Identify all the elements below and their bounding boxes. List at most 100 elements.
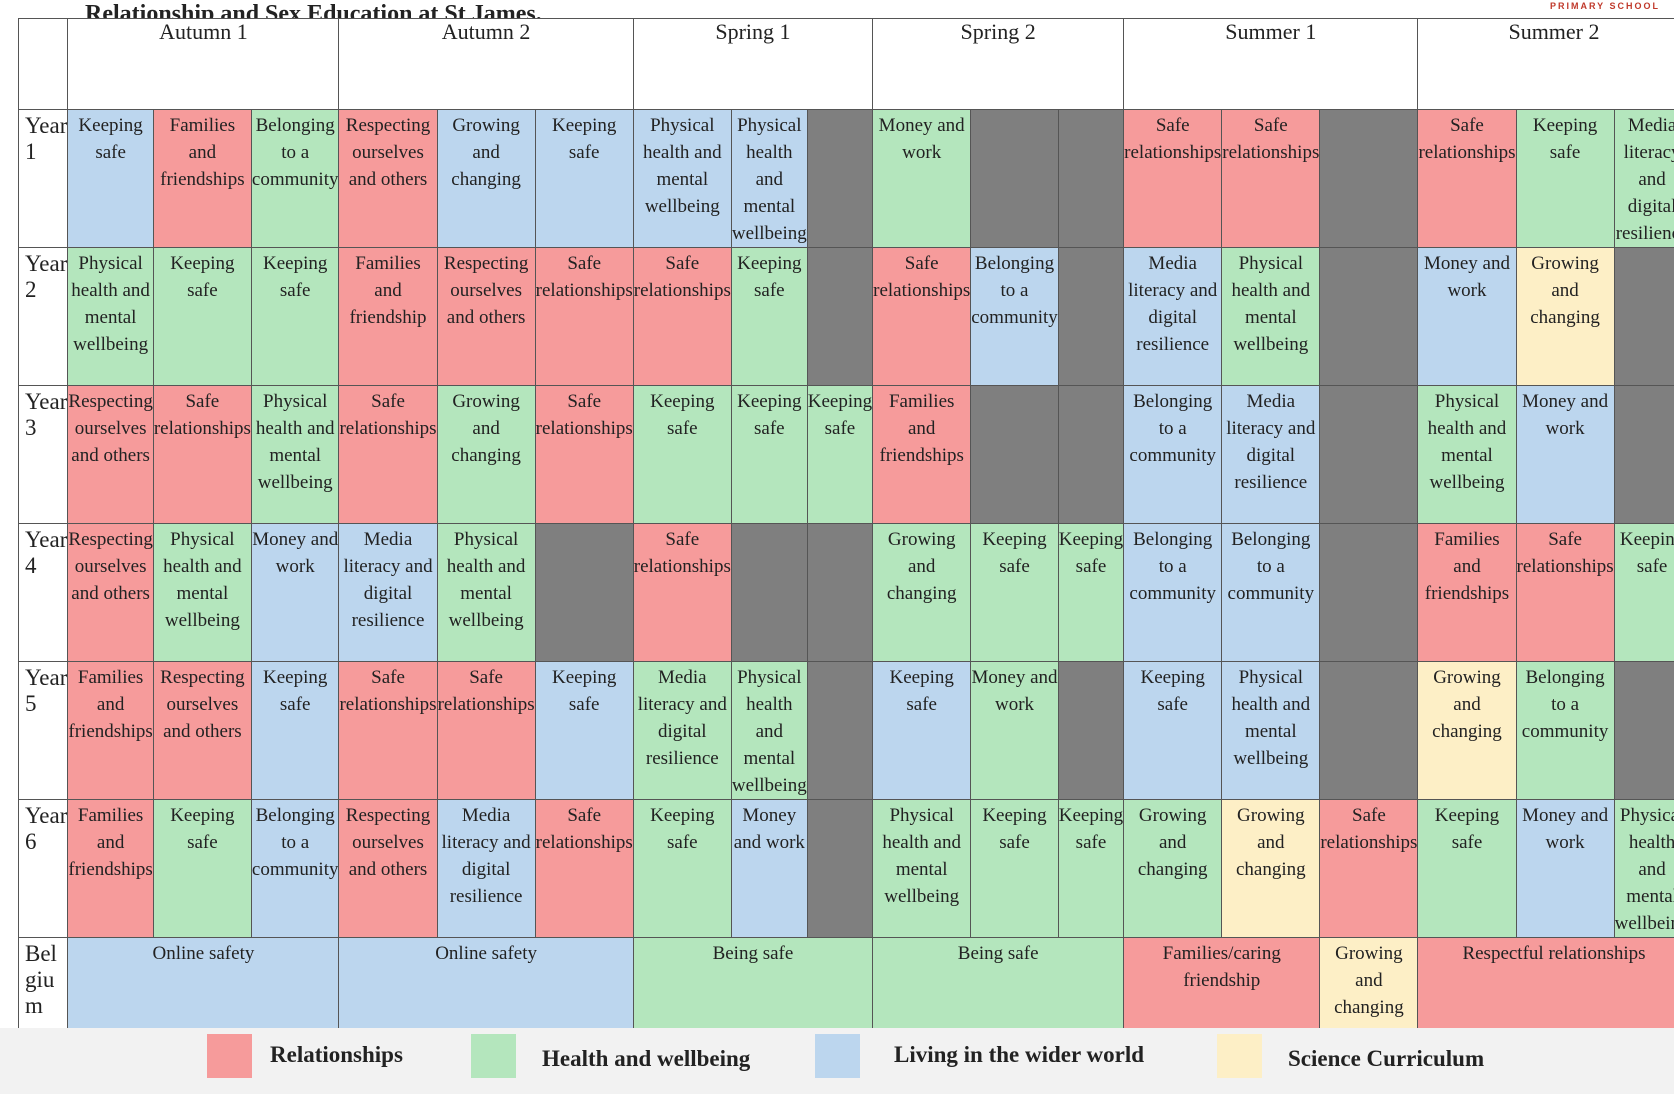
topic-cell: Money and work [872,109,972,248]
blank-cell [1319,247,1419,386]
legend: Relationships Health and wellbeing Livin… [0,1028,1674,1094]
topic-cell: Media literacy and digital resilience [1221,385,1321,524]
year-label: Year 3 [17,385,69,524]
topic-cell: Safe relationships [1221,109,1321,248]
topic-cell: Physical health and mental wellbeing [730,661,808,800]
term-autumn-2: Autumn 2 [338,18,634,110]
year-row: Year 5 Families and friendships Respecting… [17,661,1674,800]
topic-cell: Families and friendships [152,109,252,248]
topic-cell: Safe relationships [436,661,536,800]
legend-label-relationships: Relationships [270,1042,403,1067]
topic-cell: Keeping safe [67,109,154,248]
topic-cell: Keeping safe [152,799,252,938]
topic-cell: Keeping safe [1613,523,1674,662]
topic-cell: Families and friendships [67,661,154,800]
topic-cell: Media literacy and digital resilience [436,799,536,938]
legend-label-wider-world: Living in the wider world [894,1042,1145,1067]
blank-cell [1319,385,1419,524]
legend-label-health: Health and wellbeing [542,1046,751,1071]
topic-cell: Respecting ourselves and others [436,247,536,386]
topic-cell: Keeping safe [1057,523,1125,662]
blank-cell [1057,385,1125,524]
topic-cell: Money and work [730,799,808,938]
topic-cell: Respecting ourselves and others [67,385,154,524]
topic-cell: Money and work [1515,385,1615,524]
topic-cell: Keeping safe [872,661,972,800]
topic-cell: Safe relationships [1417,109,1517,248]
term-spring-2: Spring 2 [872,18,1125,110]
topic-cell: Belonging to a community [250,109,340,248]
topic-cell: Belonging to a community [1515,661,1615,800]
blank-cell [970,385,1059,524]
topic-cell: Keeping safe [1123,661,1223,800]
blank-cell [1319,661,1419,800]
year-row: Year 2 Physical health and mental wellbei… [17,247,1674,386]
topic-cell: Money and work [1515,799,1615,938]
year-row: Year 3 Respecting ourselves and others Saf… [17,385,1674,524]
topic-cell: Belonging to a community [1221,523,1321,662]
school-brand: PRIMARY SCHOOL [1549,1,1660,11]
topic-cell: Safe relationships [534,385,634,524]
topic-cell: Safe relationships [534,247,634,386]
year-label: Year 2 [17,247,69,386]
topic-cell: Safe relationships [1319,799,1419,938]
topic-cell: Physical health and mental wellbeing [1417,385,1517,524]
topic-cell: Physical health and mental wellbeing [250,385,340,524]
blank-cell [730,523,808,662]
topic-cell: Families and friendships [67,799,154,938]
topic-cell: Money and work [970,661,1059,800]
topic-cell: Safe relationships [1515,523,1615,662]
legend-swatch-relationships [207,1034,252,1078]
topic-cell: Keeping safe [970,799,1059,938]
term-summer-1: Summer 1 [1123,18,1419,110]
topic-cell: Growing and changing [872,523,972,662]
topic-cell: Keeping safe [1417,799,1517,938]
blank-cell [970,109,1059,248]
topic-cell: Media literacy and digital resilience [338,523,438,662]
blank-cell [806,661,874,800]
blank-cell [1613,661,1674,800]
term-header-row: Autumn 1 Autumn 2 Spring 1 Spring 2 Summ… [17,18,1674,110]
blank-cell [534,523,634,662]
term-autumn-1: Autumn 1 [67,18,340,110]
topic-cell: Physical health and mental wellbeing [436,523,536,662]
topic-cell: Keeping safe [970,523,1059,662]
blank-cell [806,109,874,248]
topic-cell: Physical health and mental wellbeing [1221,247,1321,386]
topic-cell: Physical health and mental wellbeing [730,109,808,248]
year-row: Year 4 Respecting ourselves and others Phy… [17,523,1674,662]
corner-cell [17,18,69,110]
legend-swatch-health [471,1034,516,1078]
blank-cell [806,799,874,938]
term-summer-2: Summer 2 [1417,18,1674,110]
year-label: Year 6 [17,799,69,938]
blank-cell [1319,523,1419,662]
year-label: Year 1 [17,109,69,248]
topic-cell: Families and friendships [872,385,972,524]
topic-cell: Belonging to a community [970,247,1059,386]
topic-cell: Physical health and mental wellbeing [1221,661,1321,800]
topic-cell: Physical health and mental wellbeing [67,247,154,386]
topic-cell: Families and friendship [338,247,438,386]
term-spring-1: Spring 1 [632,18,874,110]
topic-cell: Respecting ourselves and others [338,109,438,248]
topic-cell: Safe relationships [872,247,972,386]
topic-cell: Growing and changing [436,109,536,248]
topic-cell: Keeping safe [632,385,732,524]
topic-cell: Keeping safe [534,109,634,248]
topic-cell: Safe relationships [338,661,438,800]
topic-cell: Growing and changing [1417,661,1517,800]
topic-cell: Keeping safe [250,247,340,386]
blank-cell [806,523,874,662]
topic-cell: Money and work [250,523,340,662]
topic-cell: Safe relationships [1123,109,1223,248]
topic-cell: Media literacy and digital resilience [1613,109,1674,248]
curriculum-body: Year 1 Keeping safe Families and friendshi… [17,109,1674,1055]
legend-swatch-science [1217,1034,1262,1078]
year-row: Year 1 Keeping safe Families and friendshi… [17,109,1674,248]
topic-cell: Safe relationships [632,523,732,662]
topic-cell: Growing and changing [1515,247,1615,386]
year-label: Year 5 [17,661,69,800]
topic-cell: Media literacy and digital resilience [1123,247,1223,386]
